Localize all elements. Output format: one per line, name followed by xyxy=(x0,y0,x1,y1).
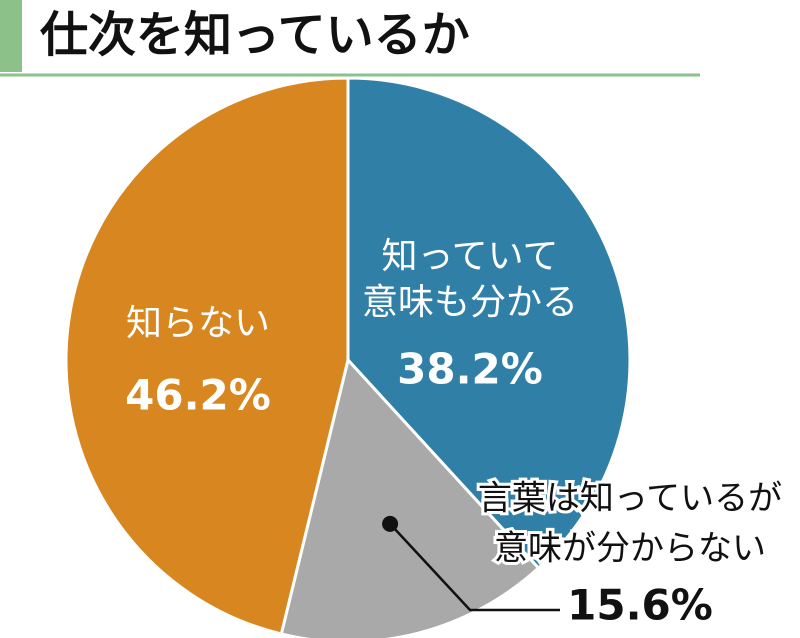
slice-label: 知らない xyxy=(126,303,270,344)
value-label: 46.2% xyxy=(125,371,271,420)
value-label: 15.6% xyxy=(567,581,713,630)
slice-label: 意味も分かる xyxy=(362,282,578,323)
chart-title: 仕次を知っているか xyxy=(40,7,470,63)
slice-label: 言葉は知っているが xyxy=(478,479,782,519)
leader-line xyxy=(389,523,560,612)
slice-label: 意味が分からない xyxy=(494,529,766,569)
slice-label: 知っていて xyxy=(381,236,558,277)
pie-slice xyxy=(346,76,632,571)
value-label: 38.2% xyxy=(397,345,543,394)
pie-slice xyxy=(64,76,350,636)
pie-slice xyxy=(279,356,541,638)
title-accent xyxy=(0,0,22,72)
